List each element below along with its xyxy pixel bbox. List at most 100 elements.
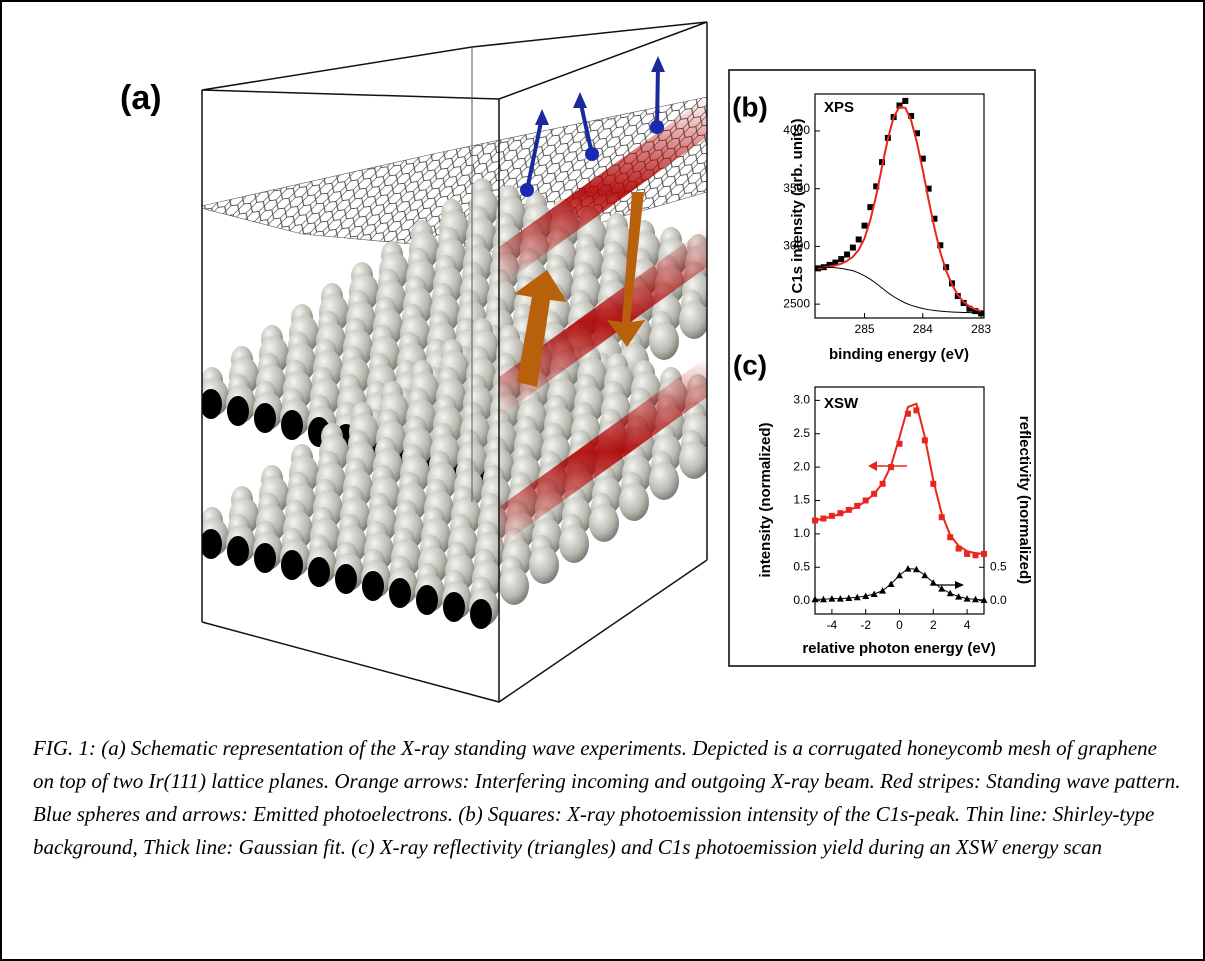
x-tick-label: 284	[913, 322, 933, 336]
data-point	[937, 242, 944, 249]
electron-path	[525, 116, 544, 191]
axis-arrow-head	[955, 581, 964, 589]
atom	[619, 483, 649, 521]
schematic	[202, 56, 769, 629]
y2-axis-label: reflectivity (normalized)	[1016, 416, 1033, 584]
atom	[529, 546, 559, 584]
data-point	[838, 256, 845, 263]
x-tick-label: 2	[930, 618, 937, 632]
data-point	[947, 534, 954, 541]
atom	[709, 280, 739, 318]
atom-cap	[470, 599, 492, 629]
data-point	[904, 410, 911, 417]
atom	[712, 252, 742, 290]
electron	[585, 147, 599, 161]
data-point	[955, 545, 962, 552]
y-tick-label: 2.0	[793, 459, 810, 473]
data-point	[931, 215, 938, 222]
x-tick-label: 4	[964, 618, 971, 632]
atom	[649, 462, 679, 500]
atom-cap	[443, 592, 465, 622]
series-line	[814, 402, 985, 555]
x-tick-label: -2	[860, 618, 871, 632]
data-point	[978, 310, 985, 317]
y-tick-label: 3500	[783, 181, 810, 195]
data-point	[896, 102, 903, 109]
atom-cap	[254, 403, 276, 433]
atom-cap	[335, 564, 357, 594]
data-point	[826, 261, 833, 268]
y-axis-label: C1s intensity (arb. units)	[789, 118, 806, 293]
y-tick-label: 0.0	[793, 593, 810, 607]
atom-cap	[254, 543, 276, 573]
standing-wave	[499, 227, 707, 417]
atom-cap	[202, 389, 222, 419]
atom-cap	[227, 536, 249, 566]
atom	[679, 441, 707, 479]
data-point	[896, 440, 903, 447]
atom-cap	[202, 529, 222, 559]
atom	[589, 504, 619, 542]
atom	[649, 322, 679, 360]
panel-label: (a)	[120, 79, 162, 117]
data-point	[902, 97, 909, 104]
atom-cap	[308, 557, 330, 587]
y-tick-label: 1.5	[793, 493, 810, 507]
atom-cap	[227, 396, 249, 426]
data-point	[832, 259, 839, 266]
x-axis-label: relative photon energy (eV)	[802, 640, 995, 657]
atom	[709, 420, 739, 458]
box-edges	[201, 21, 708, 703]
data-point	[943, 264, 950, 271]
atom	[714, 381, 736, 409]
data-point	[964, 550, 971, 557]
series-line	[817, 105, 982, 313]
data-point	[861, 222, 868, 229]
xray-arrow	[514, 270, 567, 387]
atom-cap	[389, 578, 411, 608]
data-point	[972, 552, 979, 559]
electron	[520, 183, 534, 197]
data-point	[844, 251, 851, 258]
electron-path	[655, 63, 660, 128]
x-tick-label: 283	[971, 322, 991, 336]
y-axis-label: intensity (normalized)	[757, 422, 774, 577]
y-tick-label: 2500	[783, 296, 810, 310]
axis-arrow-head	[868, 461, 877, 471]
x-axis-label: binding energy (eV)	[829, 346, 969, 363]
electron-arrow	[651, 56, 665, 72]
y-tick-label: 4000	[783, 123, 810, 137]
atom	[741, 388, 763, 416]
data-point	[913, 130, 920, 137]
data-point	[908, 112, 915, 119]
electron-arrow	[573, 92, 587, 108]
data-point	[849, 244, 856, 251]
x-tick-label: -4	[827, 618, 838, 632]
y-tick-label: 3000	[783, 239, 810, 253]
y-tick-label: 0.5	[990, 559, 1007, 573]
plot-frame	[814, 93, 985, 319]
standing-wave	[499, 97, 707, 287]
figure: (a) 285 284 283 2500 3000 3500 4000 (b) XPS bindi…	[120, 21, 1036, 703]
series-line	[817, 266, 982, 314]
series-line	[815, 568, 985, 601]
y-tick-label: 2.5	[793, 426, 810, 440]
atom	[499, 567, 529, 605]
y-tick-label: 0.5	[793, 559, 810, 573]
panel-label: (b)	[732, 91, 768, 122]
data-point	[873, 183, 880, 190]
data-point	[855, 236, 862, 243]
atom	[741, 248, 763, 276]
atom	[739, 259, 769, 297]
atom-cap	[281, 550, 303, 580]
panel-label: (c)	[733, 349, 767, 380]
annotation: XPS	[824, 99, 854, 116]
data-point	[867, 204, 874, 211]
atom	[712, 392, 742, 430]
atom	[714, 241, 736, 269]
standing-wave	[499, 357, 707, 547]
annotation: XSW	[824, 395, 859, 412]
caption: FIG. 1: (a) Schematic representation of …	[33, 736, 1181, 859]
data-point	[925, 185, 932, 192]
